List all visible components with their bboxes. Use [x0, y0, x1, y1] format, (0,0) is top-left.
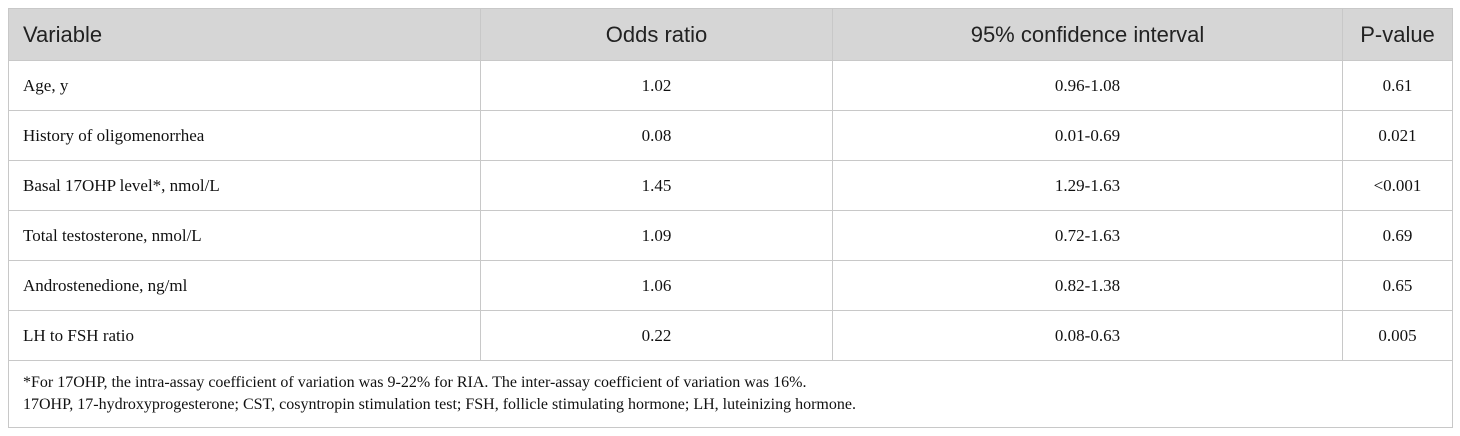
footnote: 17OHP, 17-hydroxyprogesterone; CST, cosy…: [23, 396, 856, 413]
variable-cell: Total testosterone, nmol/L: [8, 210, 481, 261]
variable-cell: Androstenedione, ng/ml: [8, 260, 481, 311]
table-row: Total testosterone, nmol/L 1.09 0.72-1.63 0…: [8, 210, 1453, 261]
value-cell: 0.61: [1342, 60, 1453, 111]
table-row: History of oligomenorrhea 0.08 0.01-0.69 0.…: [8, 110, 1453, 161]
footnote: *For 17OHP, the intra-assay coefficient …: [23, 374, 807, 391]
header-cell: P-value: [1342, 8, 1453, 61]
value-cell: 0.005: [1342, 310, 1453, 361]
value-cell: 1.29-1.63: [832, 160, 1343, 211]
value-cell: 0.65: [1342, 260, 1453, 311]
header-row: Variable Odds ratio 95% confidence interva…: [8, 8, 1453, 61]
value-cell: 1.02: [480, 60, 833, 111]
value-cell: 0.08-0.63: [832, 310, 1343, 361]
table-row: Age, y 1.02 0.96-1.08 0.61: [8, 60, 1453, 111]
value-cell: 1.45: [480, 160, 833, 211]
value-cell: 1.09: [480, 210, 833, 261]
table-row: Androstenedione, ng/ml 1.06 0.82-1.38 0.65: [8, 260, 1453, 311]
header-cell: Variable: [8, 8, 481, 61]
value-cell: 0.01-0.69: [832, 110, 1343, 161]
footnotes: *For 17OHP, the intra-assay coefficient …: [8, 360, 1453, 428]
table-body: Age, y 1.02 0.96-1.08 0.61 History of oligom…: [8, 60, 1453, 361]
header-cell: Odds ratio: [480, 8, 833, 61]
value-cell: 0.69: [1342, 210, 1453, 261]
footnote-row: *For 17OHP, the intra-assay coefficient …: [8, 360, 1453, 428]
results-table: Variable Odds ratio 95% confidence interva…: [8, 8, 1453, 428]
value-cell: <0.001: [1342, 160, 1453, 211]
value-cell: 0.72-1.63: [832, 210, 1343, 261]
variable-cell: LH to FSH ratio: [8, 310, 481, 361]
table-row: Basal 17OHP level*, nmol/L 1.45 1.29-1.63 <…: [8, 160, 1453, 211]
value-cell: 0.021: [1342, 110, 1453, 161]
value-cell: 0.08: [480, 110, 833, 161]
variable-cell: History of oligomenorrhea: [8, 110, 481, 161]
header-cell: 95% confidence interval: [832, 8, 1343, 61]
table-row: LH to FSH ratio 0.22 0.08-0.63 0.005: [8, 310, 1453, 361]
table-container: Variable Odds ratio 95% confidence interva…: [8, 8, 1453, 428]
variable-cell: Basal 17OHP level*, nmol/L: [8, 160, 481, 211]
value-cell: 0.96-1.08: [832, 60, 1343, 111]
variable-cell: Age, y: [8, 60, 481, 111]
value-cell: 1.06: [480, 260, 833, 311]
value-cell: 0.82-1.38: [832, 260, 1343, 311]
value-cell: 0.22: [480, 310, 833, 361]
